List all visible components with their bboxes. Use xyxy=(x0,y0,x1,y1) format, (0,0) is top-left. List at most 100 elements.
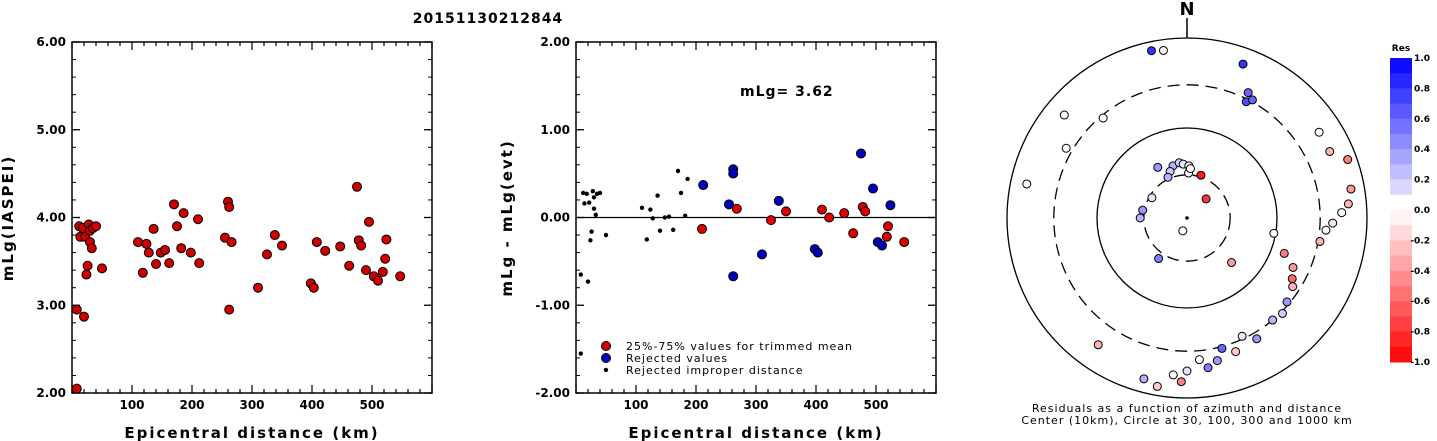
residual-point xyxy=(1138,205,1148,215)
data-point xyxy=(224,201,235,212)
data-point xyxy=(143,247,154,258)
residual-point xyxy=(1217,343,1227,353)
x-tick-label: 400 xyxy=(299,398,324,412)
y-tick-label: -1.00 xyxy=(535,298,570,312)
data-point xyxy=(151,259,161,270)
rejected-distance-point xyxy=(675,168,681,174)
data-point xyxy=(824,212,835,223)
residual-point xyxy=(1098,113,1108,123)
residual-point xyxy=(1168,370,1178,380)
y-tick-label: 3.00 xyxy=(36,298,66,312)
rejected-distance-point xyxy=(578,351,583,356)
colorbar-cell xyxy=(1390,103,1412,120)
data-point xyxy=(381,234,392,245)
residual-point xyxy=(1201,194,1211,204)
residual-point xyxy=(1243,88,1253,98)
distance-ring xyxy=(1053,84,1321,352)
x-tick-label: 500 xyxy=(863,398,888,412)
data-point xyxy=(773,195,784,206)
colorbar-cell xyxy=(1390,134,1412,150)
data-point xyxy=(97,263,107,274)
data-point xyxy=(311,237,322,248)
colorbar-tick-label: 1.0 xyxy=(1414,54,1430,64)
x-tick-label: 300 xyxy=(743,398,768,412)
rejected-distance-point xyxy=(671,227,676,232)
residual-point xyxy=(1212,356,1222,366)
azimuth-residual-polar-plot: N Residuals as a function of azimuth and… xyxy=(1006,0,1368,427)
data-point xyxy=(352,181,362,192)
colorbar-tick-label: 0.2 xyxy=(1414,176,1430,186)
colorbar-cell xyxy=(1390,164,1412,181)
data-point xyxy=(728,271,739,282)
y-tick-label: 4.00 xyxy=(36,211,66,225)
y-tick-label: 2.00 xyxy=(36,386,66,400)
rejected-distance-point xyxy=(650,216,655,221)
rejected-distance-point xyxy=(593,212,598,218)
rejected-distance-point xyxy=(582,201,587,206)
colorbar-cell xyxy=(1390,240,1412,257)
data-point xyxy=(269,230,280,241)
data-point xyxy=(380,253,391,264)
legend-marker xyxy=(601,341,611,351)
data-point xyxy=(731,203,742,214)
colorbar-tick-label: 0.8 xyxy=(1414,84,1430,94)
rejected-distance-point xyxy=(589,229,594,234)
residual-colorbar: Res 1.0 0.8 0.6 0.4 0.2 0.0 -0.2 -0.4 -0.6 -0.8 -1… xyxy=(1390,44,1430,368)
data-point xyxy=(881,231,892,242)
data-point xyxy=(883,221,893,232)
x-axis-label-middle: Epicentral distance (km) xyxy=(628,424,883,441)
residual-point xyxy=(1158,45,1168,55)
residual-point xyxy=(1252,334,1262,344)
data-point xyxy=(86,243,97,254)
data-point xyxy=(178,208,189,219)
residual-point xyxy=(1153,162,1163,172)
data-point xyxy=(364,216,374,227)
colorbar-cell xyxy=(1390,346,1412,363)
data-point xyxy=(141,238,152,249)
colorbar-tick-label: 0.4 xyxy=(1414,145,1430,155)
residual-point xyxy=(1321,225,1331,235)
data-point xyxy=(335,241,346,252)
residual-point xyxy=(1147,193,1157,203)
distance-ring xyxy=(1006,37,1368,399)
data-point xyxy=(164,258,175,269)
colorbar-cell xyxy=(1390,88,1412,105)
polar-caption-line2: Center (10km), Circle at 30, 100, 300 an… xyxy=(1021,414,1352,427)
y-tick-label: -2.00 xyxy=(535,386,570,400)
residual-point xyxy=(1196,170,1206,180)
data-point xyxy=(320,245,331,256)
colorbar-cell xyxy=(1390,270,1412,287)
residual-point xyxy=(1163,172,1173,182)
residual-point xyxy=(1337,208,1347,218)
data-point xyxy=(193,214,203,225)
data-point xyxy=(226,237,237,248)
rejected-distance-point xyxy=(666,214,672,219)
rejected-distance-point xyxy=(578,272,583,277)
legend-entry: Rejected values xyxy=(626,352,728,365)
north-label: N xyxy=(1179,0,1194,20)
data-point xyxy=(71,304,82,315)
colorbar-tick-label: 0.0 xyxy=(1414,206,1430,216)
residual-point xyxy=(1203,363,1213,373)
legend-marker xyxy=(603,367,609,373)
residual-point xyxy=(1343,155,1353,165)
residual-point xyxy=(1139,374,1149,384)
data-point xyxy=(148,223,159,234)
residual-point xyxy=(1059,110,1069,120)
ticks-left: 6.00 5.00 4.00 3.00 2.00 100 200 300 400 500 xyxy=(36,35,433,412)
residual-point xyxy=(1282,297,1292,307)
data-point xyxy=(817,204,827,215)
residual-point xyxy=(1237,331,1247,341)
data-point xyxy=(724,199,734,210)
residual-point xyxy=(1346,184,1356,194)
residual-point xyxy=(1185,164,1195,174)
data-point xyxy=(176,243,187,254)
rejected-distance-point xyxy=(584,191,589,197)
residual-point xyxy=(1328,218,1338,228)
residual-point xyxy=(1231,347,1241,357)
data-point xyxy=(839,208,850,219)
rejected-distance-point xyxy=(588,238,593,243)
colorbar-cell xyxy=(1390,225,1412,241)
data-point xyxy=(253,282,263,293)
